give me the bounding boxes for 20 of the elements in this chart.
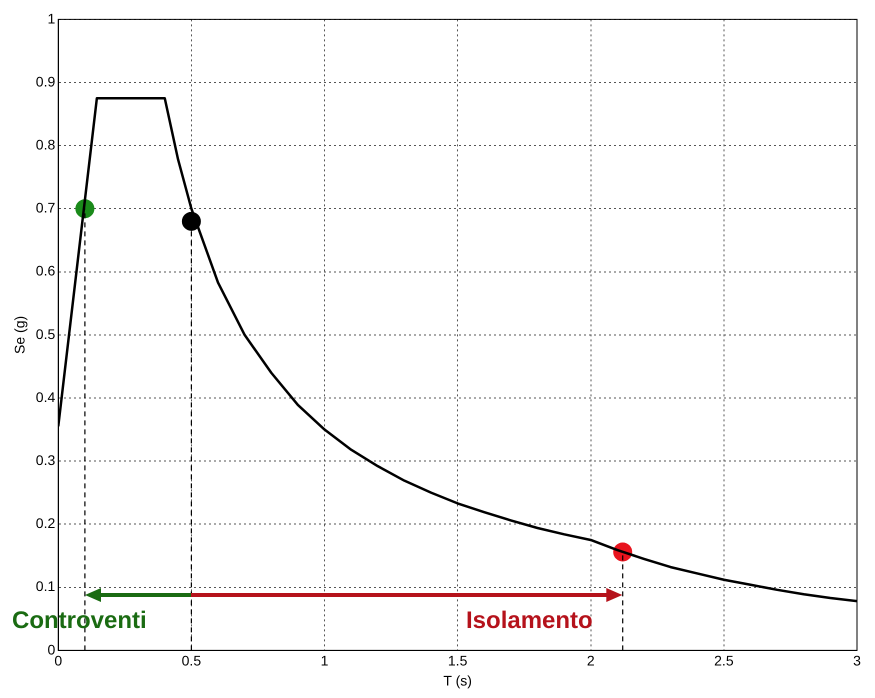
y-tick-label: 0.5 [36,326,56,342]
x-tick-label: 2.5 [714,652,734,669]
x-tick-label: 1.5 [448,652,468,669]
x-tick-label: 3 [853,652,862,669]
x-tick-label: 2 [586,652,595,669]
annotation: Isolamento [466,606,593,635]
y-tick-label: 0.6 [36,262,56,279]
y-tick-label: 0.8 [36,136,56,152]
x-axis-title: T (s) [443,672,472,688]
y-tick-label: 0.4 [36,388,56,405]
y-tick-label: 0.3 [36,452,56,468]
y-tick-label: 1 [47,10,56,26]
y-tick-label: 0.7 [36,200,56,216]
y-tick-label: 0.2 [36,515,56,532]
y-tick-label: 0 [47,641,56,658]
y-axis-title: Se (g) [11,316,28,354]
x-tick-label: 1 [320,652,329,669]
y-tick-label: 0.9 [36,73,56,90]
x-tick-label: 0.5 [182,652,202,669]
y-tick-label: 0.1 [36,578,56,594]
